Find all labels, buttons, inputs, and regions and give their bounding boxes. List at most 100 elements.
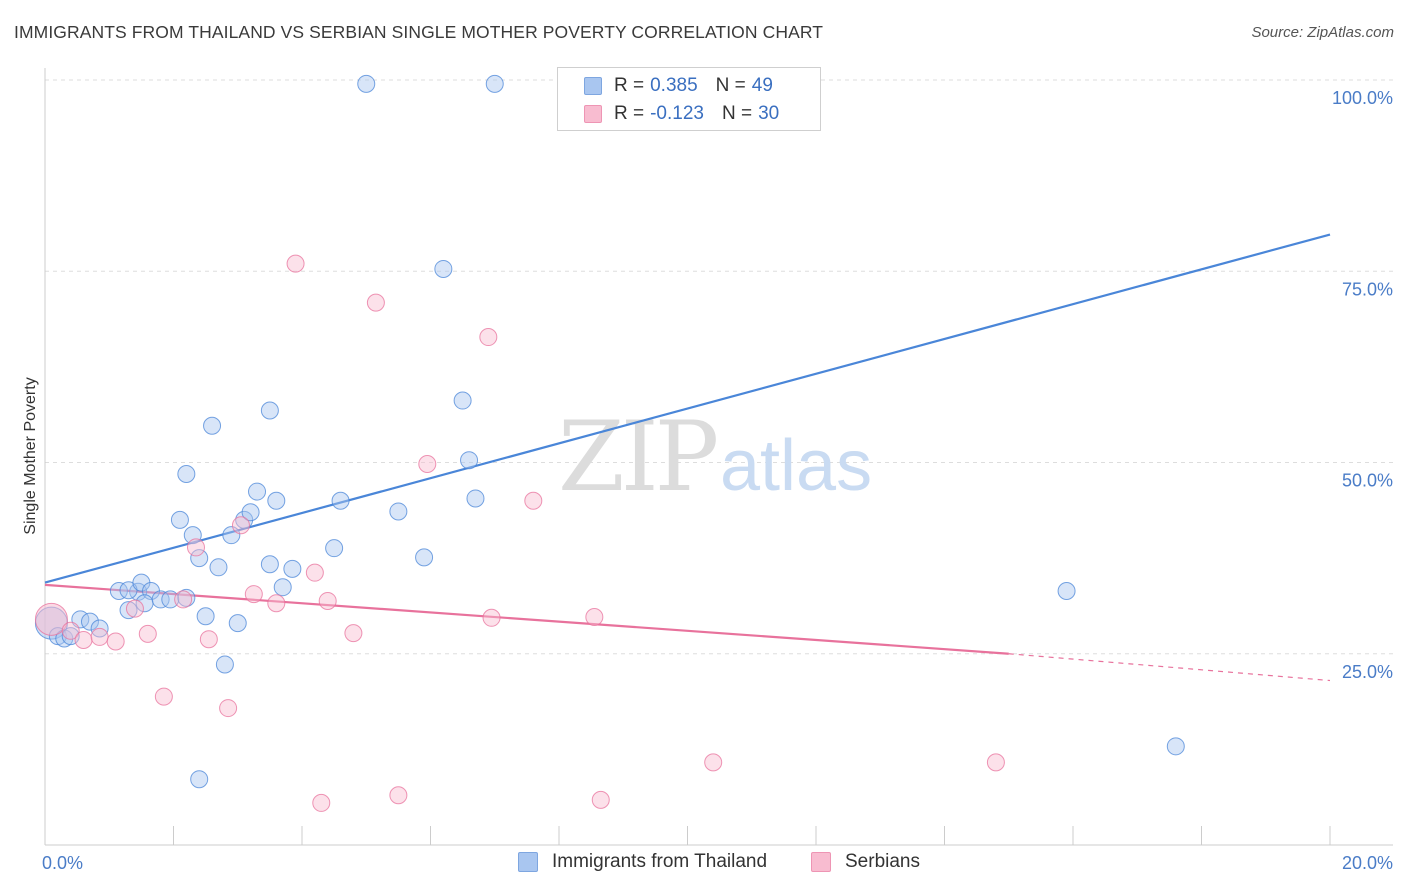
point-thailand [177,588,196,607]
point-serbians [312,793,331,812]
point-serbians [286,254,305,273]
source-credit: Source: ZipAtlas.com [1251,24,1394,41]
point-thailand [453,391,472,410]
point-thailand [209,558,228,577]
point-thailand [331,491,350,510]
point-thailand [1166,737,1185,756]
point-thailand [235,510,254,529]
point-serbians [585,608,604,627]
x-tick-label: 20.0% [1342,853,1393,873]
trend-line-serbians-extension [1008,653,1331,682]
legend-label-serbians: Serbians [845,851,920,872]
trend-line-thailand [44,233,1331,584]
point-thailand [222,526,241,545]
point-thailand [119,601,138,620]
legend-r-value: 0.385 [650,75,698,96]
watermark-atlas: atlas [720,426,872,506]
point-thailand [273,578,292,597]
point-thailand [241,503,260,522]
point-thailand [215,655,234,674]
point-serbians [199,630,218,649]
point-thailand [357,74,376,93]
point-thailand [170,510,189,529]
point-thailand [415,548,434,567]
point-serbians [482,608,501,627]
trend-line-serbians [44,583,1009,655]
legend-r-label: R = [614,103,645,124]
legend-label-thailand: Immigrants from Thailand [552,851,768,872]
legend-row-thailand: R = 0.385 N = 49 [558,72,773,100]
point-serbians [138,624,157,643]
point-thailand [260,555,279,574]
point-serbians [986,753,1005,772]
point-serbians [244,585,263,604]
point-thailand [460,451,479,470]
legend-r-label: R = [614,75,645,96]
point-thailand [466,489,485,508]
point-serbians [34,602,68,636]
watermark-zip: ZIP [558,401,717,513]
legend-swatch-serbians [584,105,602,123]
point-thailand [1057,582,1076,601]
point-serbians [389,786,408,805]
point-serbians [125,599,144,618]
point-thailand [260,401,279,420]
point-serbians [219,699,238,718]
point-serbians [106,632,125,651]
legend-swatch-serbians [811,852,831,872]
point-serbians [318,591,337,610]
legend-swatch-thailand [584,77,602,95]
point-serbians [154,687,173,706]
point-thailand [389,502,408,521]
legend-item-serbians: Serbians [811,851,920,873]
legend-n-value: 49 [751,75,773,96]
point-thailand [283,559,302,578]
gridlines [45,79,1393,655]
legend-n-label: N = [721,103,753,124]
point-thailand [196,607,215,626]
point-serbians [479,328,498,347]
axes [44,68,1393,846]
watermark: ZIP atlas [558,401,872,513]
point-serbians [174,590,193,609]
point-serbians [704,753,723,772]
point-serbians [74,630,93,649]
legend-n-value: 30 [758,103,780,124]
point-thailand [434,259,453,278]
point-thailand [190,770,209,789]
point-thailand [203,416,222,435]
point-thailand [267,491,286,510]
point-serbians [61,621,80,640]
point-serbians [344,624,363,643]
data-points [34,74,1185,812]
point-thailand [325,539,344,558]
point-thailand [109,582,128,601]
trend-lines [44,233,1331,682]
chart-title: IMMIGRANTS FROM THAILAND VS SERBIAN SING… [14,22,824,42]
y-tick-label: 75.0% [1342,279,1393,299]
y-tick-label: 25.0% [1342,662,1393,682]
point-serbians [186,538,205,557]
y-tick-label: 50.0% [1342,471,1393,491]
point-thailand [190,549,209,568]
point-serbians [305,563,324,582]
legend-row-serbians: R = -0.123 N = 30 [558,100,779,128]
point-thailand [485,74,504,93]
y-tick-labels: 25.0% 50.0% 75.0% 100.0% [1332,88,1393,682]
legend-item-thailand: Immigrants from Thailand [518,851,767,873]
point-serbians [524,491,543,510]
correlation-legend: R = 0.385 N = 49 R = -0.123 N = 30 [557,67,821,131]
y-tick-label: 100.0% [1332,88,1393,108]
series-legend: Immigrants from Thailand Serbians [0,851,1406,879]
point-serbians [591,790,610,809]
x-tick-labels: 0.0% 20.0% [42,853,1393,873]
legend-swatch-thailand [518,852,538,872]
point-serbians [366,293,385,312]
point-serbians [231,516,250,535]
point-serbians [90,627,109,646]
point-thailand [177,464,196,483]
legend-n-label: N = [715,75,746,96]
point-serbians [418,455,437,474]
point-thailand [80,612,99,631]
